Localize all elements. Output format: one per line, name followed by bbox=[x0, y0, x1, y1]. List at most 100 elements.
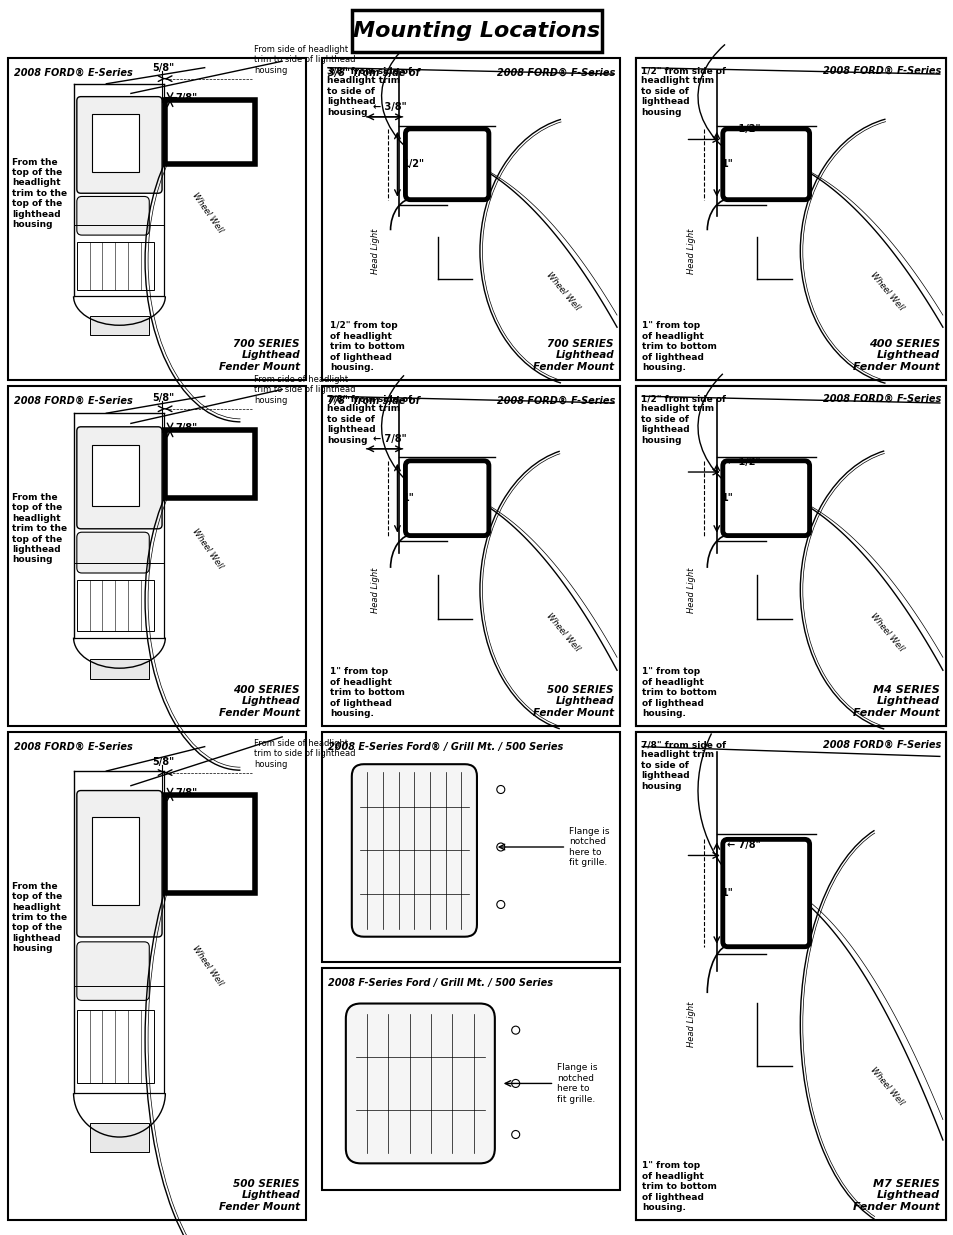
FancyBboxPatch shape bbox=[77, 532, 149, 573]
FancyBboxPatch shape bbox=[722, 840, 809, 947]
Text: From side of headlight
trim to side of lighthead
housing: From side of headlight trim to side of l… bbox=[254, 44, 355, 74]
Bar bbox=[636, 732, 945, 1220]
Bar bbox=[8, 58, 306, 380]
Text: 2008 FORD® F-Series: 2008 FORD® F-Series bbox=[821, 394, 940, 404]
Text: 1/2" from top
of headlight
trim to bottom
of lighthead
housing.: 1/2" from top of headlight trim to botto… bbox=[330, 321, 404, 372]
Text: From the
top of the
headlight
trim to the
top of the
lighthead
housing: From the top of the headlight trim to th… bbox=[12, 493, 67, 564]
Bar bbox=[92, 114, 139, 172]
Text: Wheel Well: Wheel Well bbox=[190, 527, 224, 571]
Bar bbox=[77, 242, 153, 290]
FancyBboxPatch shape bbox=[77, 427, 162, 529]
Text: 2008 FORD® F-Series: 2008 FORD® F-Series bbox=[821, 65, 940, 77]
FancyBboxPatch shape bbox=[405, 128, 488, 200]
Text: Flange is
notched
here to
fit grille.: Flange is notched here to fit grille. bbox=[557, 1063, 598, 1104]
Text: 500 SERIES
Lighthead
Fender Mount: 500 SERIES Lighthead Fender Mount bbox=[533, 684, 614, 718]
Bar bbox=[322, 58, 619, 380]
Text: Wheel Well: Wheel Well bbox=[544, 613, 581, 653]
Text: Head Light: Head Light bbox=[686, 228, 696, 274]
Text: 700 SERIES
Lighthead
Fender Mount: 700 SERIES Lighthead Fender Mount bbox=[218, 338, 299, 372]
Text: Wheel Well: Wheel Well bbox=[867, 270, 904, 312]
Text: 7/8": 7/8" bbox=[175, 424, 197, 433]
Bar bbox=[165, 100, 254, 164]
FancyBboxPatch shape bbox=[346, 1004, 495, 1163]
Bar bbox=[352, 10, 601, 52]
Text: 3/8" from side of
headlight trim
to side of
lighthead
housing: 3/8" from side of headlight trim to side… bbox=[327, 65, 412, 116]
Text: 2008 F-Series Ford / Grill Mt. / 500 Series: 2008 F-Series Ford / Grill Mt. / 500 Ser… bbox=[328, 978, 553, 988]
Text: 3/8" from side of: 3/8" from side of bbox=[328, 68, 419, 78]
Text: From the
top of the
headlight
trim to the
top of the
lighthead
housing: From the top of the headlight trim to th… bbox=[12, 882, 67, 953]
Bar bbox=[90, 658, 149, 679]
Bar bbox=[165, 430, 254, 498]
Text: 7/8" from side of
headlight trim
to side of
lighthead
housing: 7/8" from side of headlight trim to side… bbox=[327, 394, 412, 445]
Text: 1": 1" bbox=[402, 493, 414, 503]
Text: 7/8" from side of
headlight trim
to side of
lighthead
housing: 7/8" from side of headlight trim to side… bbox=[640, 740, 725, 790]
Bar bbox=[165, 795, 254, 893]
Text: 1" from top
of headlight
trim to bottom
of lighthead
housing.: 1" from top of headlight trim to bottom … bbox=[330, 667, 404, 718]
Text: 7/8" from side of: 7/8" from side of bbox=[328, 396, 419, 406]
Text: Head Light: Head Light bbox=[371, 228, 379, 274]
FancyBboxPatch shape bbox=[77, 790, 162, 937]
Text: 700 SERIES
Lighthead
Fender Mount: 700 SERIES Lighthead Fender Mount bbox=[533, 338, 614, 372]
Text: 1" from top
of headlight
trim to bottom
of lighthead
housing.: 1" from top of headlight trim to bottom … bbox=[641, 321, 716, 372]
Text: From side of headlight
trim to side of lighthead
housing: From side of headlight trim to side of l… bbox=[254, 739, 355, 768]
Text: Wheel Well: Wheel Well bbox=[190, 945, 224, 988]
Text: 2008 FORD® E-Series: 2008 FORD® E-Series bbox=[14, 742, 132, 752]
Bar bbox=[636, 387, 945, 726]
Text: 1" from top
of headlight
trim to bottom
of lighthead
housing.: 1" from top of headlight trim to bottom … bbox=[641, 1161, 716, 1212]
Text: Mounting Locations: Mounting Locations bbox=[353, 21, 600, 41]
Bar bbox=[90, 316, 149, 336]
Text: Head Light: Head Light bbox=[371, 567, 379, 613]
Text: 2008 FORD® E-Series: 2008 FORD® E-Series bbox=[14, 396, 132, 406]
Text: Wheel Well: Wheel Well bbox=[190, 190, 224, 235]
Bar bbox=[322, 968, 619, 1191]
Text: ← 7/8": ← 7/8" bbox=[373, 433, 406, 443]
Text: 2008 FORD® F-Series: 2008 FORD® F-Series bbox=[497, 396, 615, 406]
FancyBboxPatch shape bbox=[405, 461, 488, 536]
Text: 2008 E-Series Ford® / Grill Mt. / 500 Series: 2008 E-Series Ford® / Grill Mt. / 500 Se… bbox=[328, 742, 562, 752]
Bar bbox=[77, 1010, 153, 1083]
Text: 500 SERIES
Lighthead
Fender Mount: 500 SERIES Lighthead Fender Mount bbox=[218, 1178, 299, 1212]
Bar bbox=[322, 732, 619, 962]
Text: Wheel Well: Wheel Well bbox=[867, 1066, 904, 1107]
Text: 2008 FORD® F-Series: 2008 FORD® F-Series bbox=[497, 68, 615, 78]
Text: 1": 1" bbox=[721, 493, 733, 503]
Text: 5/8": 5/8" bbox=[152, 63, 174, 73]
Text: 1/2" from side of
headlight trim
to side of
lighthead
housing: 1/2" from side of headlight trim to side… bbox=[640, 65, 725, 116]
Bar bbox=[636, 387, 945, 726]
FancyBboxPatch shape bbox=[722, 128, 809, 200]
Bar bbox=[636, 732, 945, 1220]
Bar bbox=[90, 1123, 149, 1152]
Text: 7/8": 7/8" bbox=[175, 94, 197, 104]
Text: 400 SERIES
Lighthead
Fender Mount: 400 SERIES Lighthead Fender Mount bbox=[852, 338, 939, 372]
Text: Head Light: Head Light bbox=[686, 567, 696, 613]
Text: ← 1/2": ← 1/2" bbox=[726, 125, 760, 135]
Bar bbox=[92, 445, 139, 506]
Text: 7/8": 7/8" bbox=[175, 788, 197, 798]
Text: ← 7/8": ← 7/8" bbox=[726, 841, 760, 851]
Text: 1" from top
of headlight
trim to bottom
of lighthead
housing.: 1" from top of headlight trim to bottom … bbox=[641, 667, 716, 718]
Text: Wheel Well: Wheel Well bbox=[544, 270, 581, 312]
Text: 1/2": 1/2" bbox=[402, 159, 424, 169]
Text: 400 SERIES
Lighthead
Fender Mount: 400 SERIES Lighthead Fender Mount bbox=[218, 684, 299, 718]
Text: Flange is
notched
here to
fit grille.: Flange is notched here to fit grille. bbox=[569, 827, 609, 867]
Text: 5/8": 5/8" bbox=[152, 757, 174, 767]
FancyBboxPatch shape bbox=[77, 196, 149, 235]
Text: 1": 1" bbox=[721, 159, 733, 169]
Text: M7 SERIES
Lighthead
Fender Mount: M7 SERIES Lighthead Fender Mount bbox=[852, 1178, 939, 1212]
Text: 1/2" from side of
headlight trim
to side of
lighthead
housing: 1/2" from side of headlight trim to side… bbox=[640, 394, 725, 445]
Text: M4 SERIES
Lighthead
Fender Mount: M4 SERIES Lighthead Fender Mount bbox=[852, 684, 939, 718]
Bar bbox=[8, 732, 306, 1220]
FancyBboxPatch shape bbox=[77, 942, 149, 1000]
Text: Wheel Well: Wheel Well bbox=[867, 613, 904, 653]
Text: 2008 FORD® F-Series: 2008 FORD® F-Series bbox=[821, 740, 940, 750]
Bar bbox=[636, 58, 945, 380]
Bar bbox=[322, 387, 619, 726]
Text: ← 3/8": ← 3/8" bbox=[373, 101, 406, 112]
Text: From the
top of the
headlight
trim to the
top of the
lighthead
housing: From the top of the headlight trim to th… bbox=[12, 158, 67, 228]
Text: From side of headlight
trim to side of lighthead
housing: From side of headlight trim to side of l… bbox=[254, 375, 355, 405]
Bar bbox=[8, 387, 306, 726]
Text: 5/8": 5/8" bbox=[152, 393, 174, 403]
Text: 2008 FORD® E-Series: 2008 FORD® E-Series bbox=[14, 68, 132, 78]
FancyBboxPatch shape bbox=[77, 96, 162, 193]
Bar bbox=[92, 816, 139, 905]
